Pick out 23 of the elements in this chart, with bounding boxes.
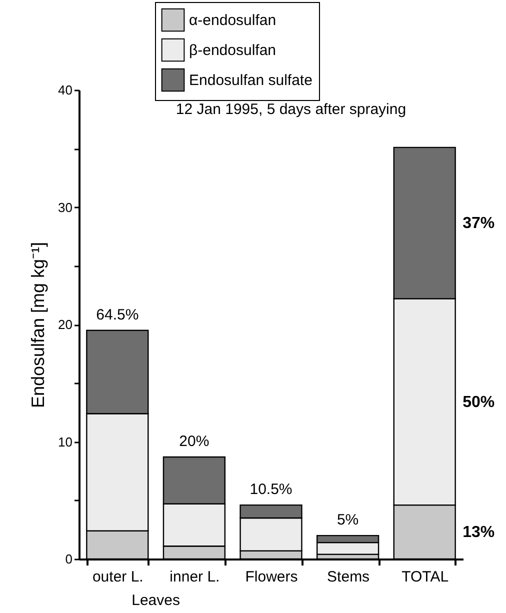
y-tick-label: 10 bbox=[58, 434, 72, 450]
y-tick-label: 0 bbox=[65, 552, 72, 566]
text: 12 Jan 1995, 5 days after spraying bbox=[176, 101, 406, 118]
annotation: 50% bbox=[462, 394, 495, 411]
x-tick-label: outer L. bbox=[92, 568, 144, 586]
x-tick-label: Stems bbox=[327, 568, 370, 586]
x-tick-label: TOTAL bbox=[402, 568, 449, 586]
legend-label: α-endosulfan bbox=[189, 12, 276, 29]
annotation: 10.5% bbox=[250, 481, 292, 498]
y-tick-label: 20 bbox=[58, 317, 72, 332]
y-tick-label: 30 bbox=[58, 200, 72, 215]
annotation: 5% bbox=[336, 512, 359, 529]
annotation: 64.5% bbox=[96, 306, 139, 324]
x-tick-label: inner L. bbox=[170, 568, 220, 586]
text: Leaves bbox=[132, 592, 180, 609]
y-axis-title: Endosulfan [mg kg⁻¹] bbox=[28, 242, 48, 408]
legend-label: β-endosulfan bbox=[189, 42, 276, 59]
x-tick-label: Flowers bbox=[245, 568, 298, 586]
annotation: 37% bbox=[462, 215, 495, 232]
annotation: 20% bbox=[179, 432, 210, 450]
y-tick-label: 40 bbox=[58, 82, 72, 98]
annotation: 13% bbox=[462, 524, 495, 542]
legend-label: Endosulfan sulfate bbox=[189, 72, 312, 89]
